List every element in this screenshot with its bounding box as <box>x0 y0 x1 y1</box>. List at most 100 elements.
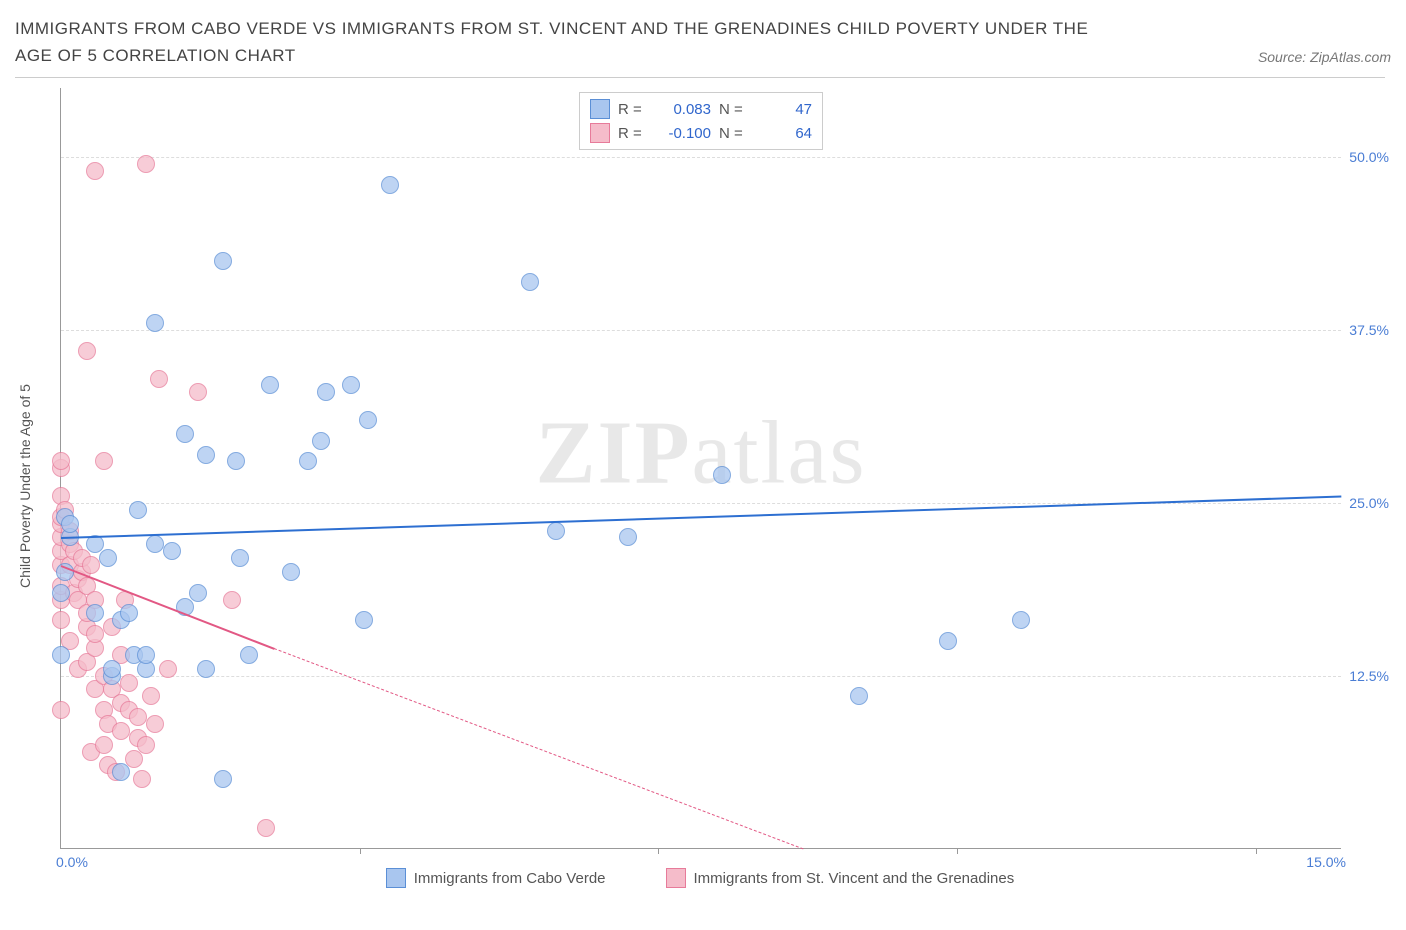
scatter-point-b <box>150 370 168 388</box>
n-value-b: 64 <box>757 125 812 142</box>
legend-label-a: Immigrants from Cabo Verde <box>414 870 606 887</box>
series-legend: Immigrants from Cabo Verde Immigrants fr… <box>15 868 1385 888</box>
scatter-point-a <box>197 446 215 464</box>
scatter-point-a <box>146 535 164 553</box>
scatter-point-a <box>342 376 360 394</box>
scatter-point-a <box>103 660 121 678</box>
swatch-series-a <box>590 99 610 119</box>
gridline <box>61 157 1341 158</box>
scatter-point-a <box>619 528 637 546</box>
plot-region: ZIPatlas R = 0.083 N = 47 R = -0.100 N =… <box>60 88 1341 849</box>
n-value-a: 47 <box>757 101 812 118</box>
scatter-point-b <box>82 556 100 574</box>
scatter-point-a <box>240 646 258 664</box>
scatter-point-b <box>95 736 113 754</box>
scatter-point-a <box>299 452 317 470</box>
n-label-b: N = <box>719 125 749 142</box>
watermark: ZIPatlas <box>536 402 867 505</box>
scatter-point-a <box>137 646 155 664</box>
scatter-point-a <box>61 515 79 533</box>
scatter-point-a <box>939 632 957 650</box>
r-value-b: -0.100 <box>656 125 711 142</box>
scatter-point-a <box>214 252 232 270</box>
scatter-point-a <box>99 549 117 567</box>
swatch-a-icon <box>386 868 406 888</box>
x-tick <box>1256 848 1257 854</box>
scatter-point-a <box>1012 611 1030 629</box>
scatter-point-b <box>223 591 241 609</box>
legend-row-b: R = -0.100 N = 64 <box>590 121 812 145</box>
scatter-point-b <box>52 701 70 719</box>
watermark-bold: ZIP <box>536 404 692 503</box>
y-tick-label: 12.5% <box>1334 668 1389 684</box>
scatter-point-a <box>850 687 868 705</box>
scatter-point-a <box>282 563 300 581</box>
swatch-series-b <box>590 123 610 143</box>
scatter-point-b <box>78 342 96 360</box>
scatter-point-a <box>189 584 207 602</box>
scatter-point-b <box>189 383 207 401</box>
legend-item-b: Immigrants from St. Vincent and the Gren… <box>666 868 1015 888</box>
y-tick-label: 37.5% <box>1334 322 1389 338</box>
scatter-point-a <box>231 549 249 567</box>
scatter-point-a <box>112 763 130 781</box>
y-tick-label: 25.0% <box>1334 495 1389 511</box>
scatter-point-a <box>176 425 194 443</box>
gridline <box>61 330 1341 331</box>
chart-area: Child Poverty Under the Age of 5 ZIPatla… <box>15 77 1385 893</box>
scatter-point-a <box>381 176 399 194</box>
scatter-point-b <box>257 819 275 837</box>
scatter-point-b <box>159 660 177 678</box>
scatter-point-a <box>86 604 104 622</box>
scatter-point-a <box>355 611 373 629</box>
scatter-point-b <box>146 715 164 733</box>
scatter-point-b <box>137 736 155 754</box>
scatter-point-b <box>52 452 70 470</box>
scatter-point-a <box>312 432 330 450</box>
x-tick <box>957 848 958 854</box>
scatter-point-b <box>95 452 113 470</box>
watermark-light: atlas <box>692 404 867 503</box>
scatter-point-a <box>146 314 164 332</box>
r-label-b: R = <box>618 125 648 142</box>
scatter-point-b <box>120 674 138 692</box>
x-tick <box>360 848 361 854</box>
scatter-point-b <box>133 770 151 788</box>
scatter-point-b <box>86 625 104 643</box>
source-attribution: Source: ZipAtlas.com <box>1258 49 1391 69</box>
r-label-a: R = <box>618 101 648 118</box>
scatter-point-b <box>137 155 155 173</box>
scatter-point-a <box>261 376 279 394</box>
scatter-point-a <box>52 646 70 664</box>
scatter-point-b <box>112 722 130 740</box>
swatch-b-icon <box>666 868 686 888</box>
scatter-point-a <box>163 542 181 560</box>
scatter-point-b <box>125 750 143 768</box>
correlation-legend: R = 0.083 N = 47 R = -0.100 N = 64 <box>579 92 823 150</box>
chart-title: IMMIGRANTS FROM CABO VERDE VS IMMIGRANTS… <box>15 15 1115 69</box>
legend-item-a: Immigrants from Cabo Verde <box>386 868 606 888</box>
scatter-point-b <box>86 162 104 180</box>
y-tick-label: 50.0% <box>1334 149 1389 165</box>
trendline-b-extrapolated <box>274 648 803 849</box>
scatter-point-a <box>359 411 377 429</box>
scatter-point-b <box>142 687 160 705</box>
chart-header: IMMIGRANTS FROM CABO VERDE VS IMMIGRANTS… <box>15 15 1391 69</box>
gridline <box>61 676 1341 677</box>
scatter-point-b <box>129 708 147 726</box>
legend-row-a: R = 0.083 N = 47 <box>590 97 812 121</box>
scatter-point-a <box>547 522 565 540</box>
scatter-point-a <box>227 452 245 470</box>
scatter-point-b <box>52 611 70 629</box>
scatter-point-a <box>214 770 232 788</box>
scatter-point-a <box>129 501 147 519</box>
y-axis-label: Child Poverty Under the Age of 5 <box>17 384 33 588</box>
scatter-point-a <box>713 466 731 484</box>
scatter-point-a <box>521 273 539 291</box>
scatter-point-a <box>52 584 70 602</box>
r-value-a: 0.083 <box>656 101 711 118</box>
x-tick <box>658 848 659 854</box>
legend-label-b: Immigrants from St. Vincent and the Gren… <box>694 870 1015 887</box>
scatter-point-a <box>197 660 215 678</box>
scatter-point-a <box>317 383 335 401</box>
